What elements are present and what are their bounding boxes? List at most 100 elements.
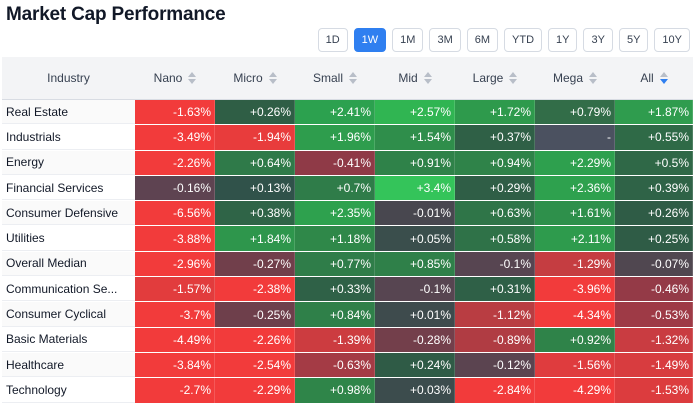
- performance-cell-micro: -1.94%: [215, 125, 295, 150]
- timeframe-button-3y[interactable]: 3Y: [583, 28, 613, 52]
- column-header-small[interactable]: Small: [295, 57, 375, 99]
- performance-cell-mid: +0.03%: [375, 378, 455, 403]
- timeframe-selector: 1D 1W 1M 3M 6M YTD 1Y 3Y 5Y 10Y: [317, 28, 690, 52]
- sort-icon[interactable]: [268, 72, 277, 84]
- column-header-label: Micro: [233, 71, 263, 85]
- performance-cell-large: +0.29%: [455, 175, 535, 201]
- sort-icon[interactable]: [509, 72, 518, 84]
- performance-cell-large: -1.12%: [455, 302, 535, 327]
- table-row: Consumer Defensive -6.56% +0.38% +2.35% -0.0…: [2, 201, 693, 227]
- industry-name[interactable]: Overall Median: [2, 251, 135, 277]
- column-header-large[interactable]: Large: [455, 57, 535, 99]
- performance-cell-mega: -4.29%: [535, 378, 615, 403]
- performance-cell-nano: -2.96%: [135, 251, 215, 277]
- timeframe-button-1m[interactable]: 1M: [392, 28, 424, 52]
- table-row: Real Estate -1.63% +0.26% +2.41% +2.57% +1.72…: [2, 100, 693, 126]
- sort-icon[interactable]: [659, 72, 668, 84]
- performance-cell-mega: -1.29%: [535, 251, 615, 277]
- performance-cell-all: +0.5%: [615, 150, 693, 175]
- performance-cell-small: -0.63%: [295, 352, 375, 378]
- performance-cell-nano: -1.63%: [135, 100, 215, 125]
- timeframe-button-1w[interactable]: 1W: [353, 28, 387, 52]
- timeframe-button-1y[interactable]: 1Y: [548, 28, 578, 52]
- column-header-industry: Industry: [2, 57, 135, 99]
- industry-name[interactable]: Healthcare: [2, 352, 135, 378]
- performance-cell-micro: -2.54%: [215, 352, 295, 378]
- performance-cell-all: +0.39%: [615, 175, 693, 201]
- industry-name[interactable]: Technology: [2, 378, 135, 403]
- sort-icon[interactable]: [188, 72, 197, 84]
- performance-cell-mid: -0.28%: [375, 327, 455, 352]
- performance-cell-mega: -1.56%: [535, 352, 615, 378]
- table-row: Utilities -3.88% +1.84% +1.18% +0.05% +0.58% +…: [2, 226, 693, 252]
- timeframe-button-5y[interactable]: 5Y: [618, 28, 649, 52]
- performance-table: Industry Nano Micro Small Mid Large Mega All Re…: [2, 57, 693, 404]
- column-header-micro[interactable]: Micro: [215, 57, 295, 99]
- industry-name[interactable]: Consumer Defensive: [2, 201, 135, 226]
- performance-cell-micro: +0.26%: [215, 100, 295, 125]
- industry-name[interactable]: Real Estate: [2, 100, 135, 125]
- industry-name[interactable]: Basic Materials: [2, 328, 135, 352]
- performance-cell-mega: +2.29%: [535, 150, 615, 175]
- performance-cell-small: +0.7%: [295, 175, 375, 201]
- performance-cell-mega: +2.11%: [535, 226, 615, 251]
- industry-label: Industrials: [6, 129, 61, 144]
- page-title: Market Cap Performance: [6, 4, 226, 25]
- performance-cell-large: +0.37%: [455, 125, 535, 150]
- industry-name[interactable]: Financial Services: [2, 176, 135, 201]
- performance-cell-large: -0.89%: [455, 327, 535, 352]
- column-header-label: Nano: [153, 71, 183, 85]
- industry-label: Energy: [6, 155, 45, 170]
- table-row: Consumer Cyclical -3.7% -0.25% +0.84% +0.01%…: [2, 302, 693, 328]
- industry-label: Utilities: [6, 231, 45, 246]
- performance-cell-nano: -1.57%: [135, 277, 215, 302]
- performance-cell-nano: -2.26%: [135, 150, 215, 175]
- performance-cell-micro: -2.38%: [215, 277, 295, 302]
- timeframe-button-6m[interactable]: 6M: [466, 28, 499, 52]
- performance-cell-mid: +3.4%: [375, 175, 455, 201]
- industry-label: Consumer Cyclical: [6, 307, 107, 322]
- table-row: Healthcare -3.84% -2.54% -0.63% +0.24% -0.12%…: [2, 352, 693, 379]
- table-row: Energy -2.26% +0.64% -0.41% +0.91% +0.94% +2.2…: [2, 150, 693, 176]
- performance-cell-all: -1.53%: [615, 378, 693, 403]
- sort-icon[interactable]: [349, 72, 357, 84]
- industry-name[interactable]: Industrials: [2, 125, 135, 150]
- performance-cell-all: +0.55%: [615, 125, 693, 150]
- performance-cell-mid: -0.01%: [375, 201, 455, 226]
- timeframe-button-ytd[interactable]: YTD: [504, 28, 543, 52]
- performance-cell-all: -0.53%: [615, 302, 693, 327]
- industry-name[interactable]: Utilities: [2, 226, 135, 251]
- performance-cell-micro: +0.38%: [215, 201, 295, 226]
- performance-cell-nano: -6.56%: [135, 201, 215, 226]
- performance-cell-mega: +0.92%: [535, 327, 615, 352]
- column-header-label: Industry: [47, 71, 90, 85]
- column-header-all[interactable]: All: [615, 57, 693, 99]
- column-header-mid[interactable]: Mid: [375, 57, 455, 99]
- sort-icon[interactable]: [423, 72, 432, 84]
- performance-cell-mega: +0.79%: [535, 100, 615, 125]
- industry-name[interactable]: Communication Se...: [2, 277, 135, 302]
- performance-cell-all: -0.46%: [615, 277, 693, 302]
- performance-cell-large: -0.1%: [455, 251, 535, 277]
- timeframe-button-10y[interactable]: 10Y: [654, 28, 690, 52]
- industry-name[interactable]: Energy: [2, 150, 135, 175]
- column-header-mega[interactable]: Mega: [535, 57, 615, 99]
- performance-cell-small: +0.33%: [295, 277, 375, 302]
- performance-cell-small: +2.35%: [295, 201, 375, 226]
- column-header-label: All: [640, 71, 654, 85]
- sort-icon[interactable]: [589, 72, 598, 84]
- column-header-label: Large: [472, 71, 504, 85]
- timeframe-button-1d[interactable]: 1D: [317, 28, 348, 52]
- industry-name[interactable]: Consumer Cyclical: [2, 302, 135, 327]
- performance-cell-mid: +0.91%: [375, 150, 455, 175]
- performance-cell-all: +1.87%: [615, 100, 693, 125]
- industry-label: Communication Se...: [6, 281, 118, 296]
- performance-cell-small: +1.18%: [295, 226, 375, 251]
- performance-cell-nano: -3.7%: [135, 302, 215, 327]
- performance-cell-mega: +2.36%: [535, 175, 615, 201]
- performance-cell-mid: +2.57%: [375, 100, 455, 125]
- column-header-nano[interactable]: Nano: [135, 57, 215, 99]
- timeframe-button-3m[interactable]: 3M: [429, 28, 461, 52]
- performance-cell-all: +0.26%: [615, 201, 693, 226]
- performance-cell-all: -1.32%: [615, 327, 693, 352]
